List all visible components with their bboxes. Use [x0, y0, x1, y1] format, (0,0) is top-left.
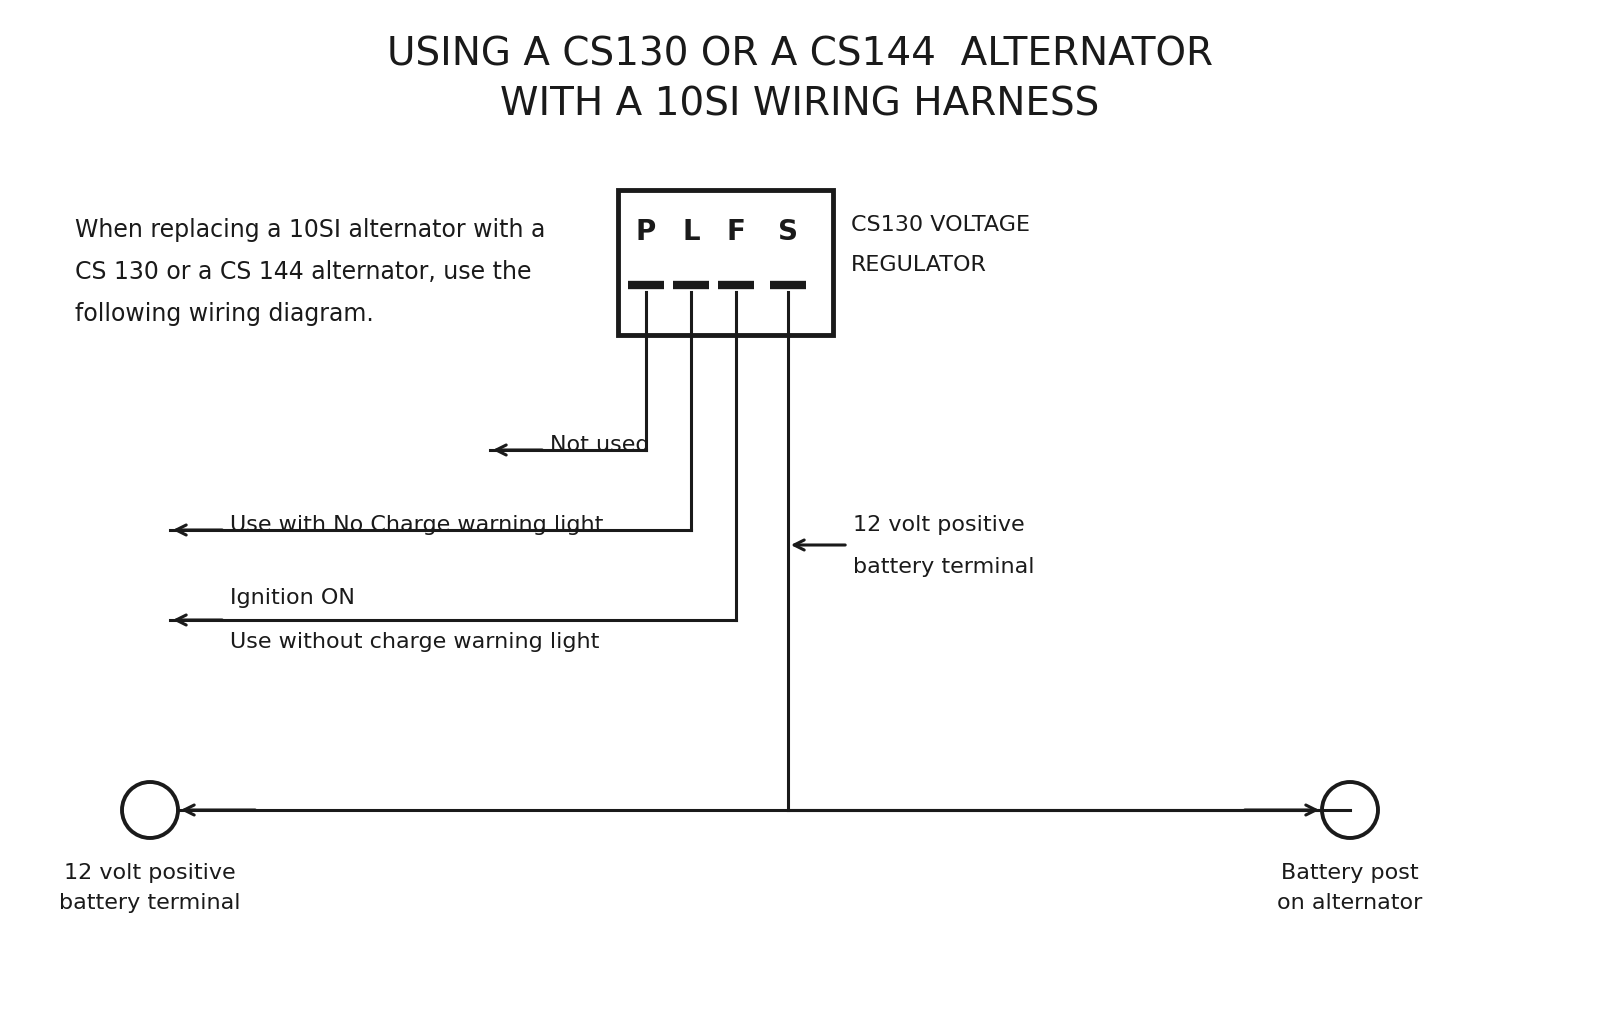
- Text: Ignition ON: Ignition ON: [230, 588, 355, 608]
- Text: 12 volt positive
battery terminal: 12 volt positive battery terminal: [59, 863, 240, 913]
- Text: S: S: [778, 218, 798, 246]
- Text: WITH A 10SI WIRING HARNESS: WITH A 10SI WIRING HARNESS: [501, 86, 1099, 124]
- Text: REGULATOR: REGULATOR: [851, 255, 987, 275]
- Bar: [618, 190, 834, 335]
- Text: battery terminal: battery terminal: [853, 557, 1035, 577]
- Text: 12 volt positive: 12 volt positive: [853, 515, 1024, 535]
- Text: P: P: [635, 218, 656, 246]
- Text: F: F: [726, 218, 746, 246]
- Text: USING A CS130 OR A CS144  ALTERNATOR: USING A CS130 OR A CS144 ALTERNATOR: [387, 37, 1213, 74]
- Text: L: L: [682, 218, 699, 246]
- Text: Use without charge warning light: Use without charge warning light: [230, 632, 600, 652]
- Text: CS130 VOLTAGE: CS130 VOLTAGE: [851, 215, 1030, 235]
- Text: When replacing a 10SI alternator with a: When replacing a 10SI alternator with a: [75, 218, 546, 242]
- Text: following wiring diagram.: following wiring diagram.: [75, 302, 374, 325]
- Text: Battery post
on alternator: Battery post on alternator: [1277, 863, 1422, 913]
- Text: Not used: Not used: [550, 435, 650, 455]
- Text: CS 130 or a CS 144 alternator, use the: CS 130 or a CS 144 alternator, use the: [75, 260, 531, 284]
- Text: Use with No Charge warning light: Use with No Charge warning light: [230, 515, 603, 535]
